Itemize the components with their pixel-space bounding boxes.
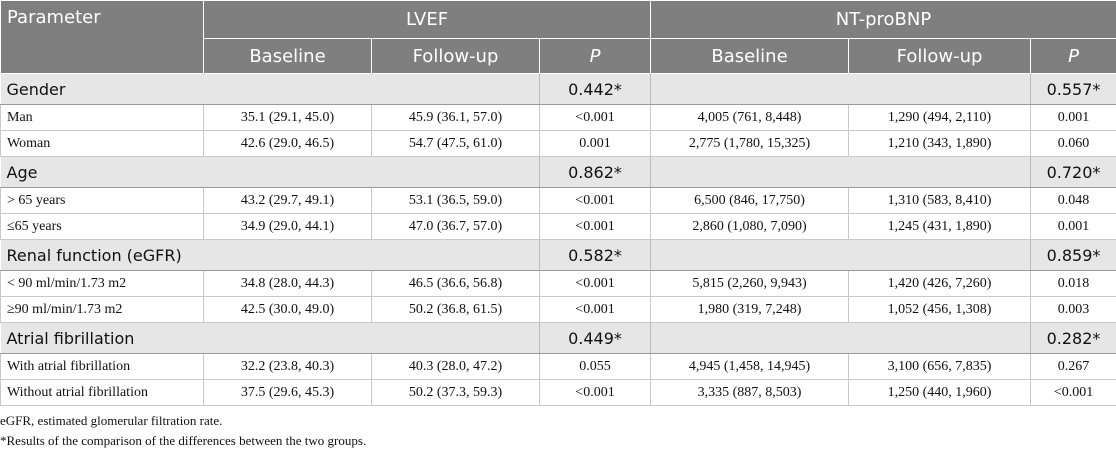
header-bnp-baseline: Baseline (650, 38, 850, 74)
section-row-age: Age 0.862* 0.720* (0, 156, 1116, 188)
bnp-baseline-cell: 3,335 (887, 8,503) (650, 379, 850, 406)
lvef-followup-cell: 50.2 (36.8, 61.5) (371, 296, 540, 323)
section-row-renal-function: Renal function (eGFR) 0.582* 0.859* (0, 239, 1116, 271)
lvef-followup-cell: 46.5 (36.6, 56.8) (371, 270, 540, 297)
results-table: Parameter LVEF NT-proBNP Baseline Follow… (0, 0, 1116, 406)
table-row: ≥90 ml/min/1.73 m2 42.5 (30.0, 49.0) 50.… (0, 296, 1116, 323)
table-row: Man 35.1 (29.1, 45.0) 45.9 (36.1, 57.0) … (0, 104, 1116, 131)
bnp-baseline-cell: 4,005 (761, 8,448) (650, 104, 850, 131)
lvef-p-cell: <0.001 (538, 296, 652, 323)
lvef-p-cell: <0.001 (538, 187, 652, 214)
lvef-p-cell: <0.001 (538, 379, 652, 406)
lvef-followup-cell: 50.2 (37.3, 59.3) (371, 379, 540, 406)
section-p-lvef: 0.442* (538, 73, 652, 105)
bnp-followup-cell: 1,420 (426, 7,260) (848, 270, 1032, 297)
row-label: With atrial fibrillation (0, 353, 204, 380)
bnp-p-cell: 0.001 (1030, 104, 1116, 131)
lvef-p-cell: <0.001 (538, 104, 652, 131)
lvef-baseline-cell: 42.6 (29.0, 46.5) (203, 130, 372, 157)
lvef-baseline-cell: 34.9 (29.0, 44.1) (203, 213, 372, 240)
section-p-lvef: 0.449* (538, 322, 652, 354)
section-row-gender: Gender 0.442* 0.557* (0, 73, 1116, 105)
footnote-comparison: *Results of the comparison of the differ… (0, 433, 367, 448)
bnp-p-cell: 0.018 (1030, 270, 1116, 297)
lvef-baseline-cell: 34.8 (28.0, 44.3) (203, 270, 372, 297)
bnp-followup-cell: 3,100 (656, 7,835) (848, 353, 1032, 380)
row-label: Man (0, 104, 204, 131)
lvef-p-cell: 0.001 (538, 130, 652, 157)
row-label: < 90 ml/min/1.73 m2 (0, 270, 204, 297)
section-p-bnp: 0.557* (1030, 73, 1116, 105)
bnp-baseline-cell: 4,945 (1,458, 14,945) (650, 353, 850, 380)
bnp-baseline-cell: 5,815 (2,260, 9,943) (650, 270, 850, 297)
lvef-baseline-cell: 42.5 (30.0, 49.0) (203, 296, 372, 323)
lvef-p-cell: <0.001 (538, 270, 652, 297)
bnp-followup-cell: 1,310 (583, 8,410) (848, 187, 1032, 214)
lvef-followup-cell: 54.7 (47.5, 61.0) (371, 130, 540, 157)
section-p-bnp: 0.282* (1030, 322, 1116, 354)
header-lvef-p: P (538, 38, 652, 74)
lvef-followup-cell: 40.3 (28.0, 47.2) (371, 353, 540, 380)
header-row-top: Parameter LVEF NT-proBNP (0, 0, 1116, 74)
section-p-bnp: 0.859* (1030, 239, 1116, 271)
bnp-followup-cell: 1,245 (431, 1,890) (848, 213, 1032, 240)
section-p-bnp: 0.720* (1030, 156, 1116, 188)
bnp-p-cell: 0.001 (1030, 213, 1116, 240)
bnp-p-cell: 0.003 (1030, 296, 1116, 323)
lvef-p-cell: <0.001 (538, 213, 652, 240)
section-p-lvef: 0.582* (538, 239, 652, 271)
header-lvef-followup: Follow-up (371, 38, 540, 74)
bnp-p-cell: 0.048 (1030, 187, 1116, 214)
section-name: Renal function (eGFR) (0, 239, 540, 271)
header-row-sub: Baseline Follow-up P Baseline Follow-up … (1, 38, 1116, 74)
table-body: Gender 0.442* 0.557* Man 35.1 (29.1, 45.… (0, 73, 1116, 406)
row-label: ≥90 ml/min/1.73 m2 (0, 296, 204, 323)
table-row: ≤65 years 34.9 (29.0, 44.1) 47.0 (36.7, … (0, 213, 1116, 240)
bnp-baseline-cell: 6,500 (846, 17,750) (650, 187, 850, 214)
bnp-followup-cell: 1,290 (494, 2,110) (848, 104, 1032, 131)
table-row: Without atrial fibrillation 37.5 (29.6, … (0, 379, 1116, 406)
bnp-p-cell: 0.267 (1030, 353, 1116, 380)
table-row: With atrial fibrillation 32.2 (23.8, 40.… (0, 353, 1116, 380)
lvef-baseline-cell: 37.5 (29.6, 45.3) (203, 379, 372, 406)
bnp-followup-cell: 1,052 (456, 1,308) (848, 296, 1032, 323)
table-row: Woman 42.6 (29.0, 46.5) 54.7 (47.5, 61.0… (0, 130, 1116, 157)
header-group-lvef: LVEF (202, 0, 652, 39)
section-name: Age (0, 156, 540, 188)
bnp-baseline-cell: 2,860 (1,080, 7,090) (650, 213, 850, 240)
lvef-p-cell: 0.055 (538, 353, 652, 380)
section-name: Gender (0, 73, 540, 105)
bnp-p-cell: 0.060 (1030, 130, 1116, 157)
header-lvef-baseline: Baseline (203, 38, 372, 74)
footnote-egfr: eGFR, estimated glomerular filtration ra… (0, 413, 223, 428)
bnp-followup-cell: 1,250 (440, 1,960) (848, 379, 1032, 406)
row-label: Without atrial fibrillation (0, 379, 204, 406)
row-label: > 65 years (0, 187, 204, 214)
lvef-baseline-cell: 35.1 (29.1, 45.0) (203, 104, 372, 131)
section-row-atrial-fibrillation: Atrial fibrillation 0.449* 0.282* (0, 322, 1116, 354)
header-group-ntprobnp: NT-proBNP (650, 0, 1116, 39)
bnp-baseline-cell: 1,980 (319, 7,248) (650, 296, 850, 323)
section-p-lvef: 0.862* (538, 156, 652, 188)
header-bnp-followup: Follow-up (848, 38, 1032, 74)
table-row: > 65 years 43.2 (29.7, 49.1) 53.1 (36.5,… (0, 187, 1116, 214)
row-label: Woman (0, 130, 204, 157)
bnp-p-cell: <0.001 (1030, 379, 1116, 406)
lvef-baseline-cell: 32.2 (23.8, 40.3) (203, 353, 372, 380)
section-name: Atrial fibrillation (0, 322, 540, 354)
row-label: ≤65 years (0, 213, 204, 240)
bnp-followup-cell: 1,210 (343, 1,890) (848, 130, 1032, 157)
lvef-baseline-cell: 43.2 (29.7, 49.1) (203, 187, 372, 214)
header-bnp-p: P (1030, 38, 1116, 74)
lvef-followup-cell: 47.0 (36.7, 57.0) (371, 213, 540, 240)
lvef-followup-cell: 53.1 (36.5, 59.0) (371, 187, 540, 214)
lvef-followup-cell: 45.9 (36.1, 57.0) (371, 104, 540, 131)
header-parameter: Parameter (0, 0, 204, 74)
bnp-baseline-cell: 2,775 (1,780, 15,325) (650, 130, 850, 157)
table-row: < 90 ml/min/1.73 m2 34.8 (28.0, 44.3) 46… (0, 270, 1116, 297)
